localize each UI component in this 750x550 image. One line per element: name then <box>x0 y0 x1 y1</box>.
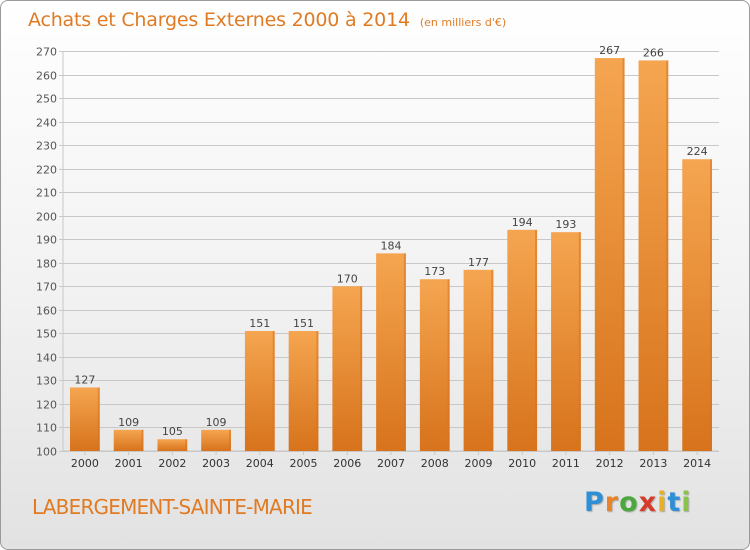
bar-edge <box>272 331 275 451</box>
bar-edge <box>491 269 494 451</box>
x-tick-label: 2010 <box>508 457 536 470</box>
logo-letter: P <box>584 487 605 518</box>
logo-letter: r <box>604 487 620 518</box>
data-label: 173 <box>424 265 445 278</box>
bar-edge <box>316 331 319 451</box>
data-label: 151 <box>249 317 270 330</box>
bar <box>332 286 363 451</box>
bar <box>638 60 669 451</box>
x-tick-label: 2001 <box>115 457 143 470</box>
chart-title: Achats et Charges Externes 2000 à 2014 <box>28 9 410 31</box>
y-tick-label: 190 <box>36 234 57 247</box>
data-label: 105 <box>162 425 183 438</box>
bar-edge <box>360 286 363 451</box>
bar <box>463 269 494 451</box>
bar <box>244 331 275 451</box>
x-tick-label: 2004 <box>246 457 274 470</box>
data-label: 224 <box>687 145 708 158</box>
x-tick-label: 2007 <box>377 457 405 470</box>
x-tick-label: 2011 <box>552 457 580 470</box>
bar <box>376 253 406 451</box>
bar-edge <box>403 253 406 451</box>
y-tick-label: 100 <box>36 446 57 459</box>
data-label: 193 <box>555 218 576 231</box>
x-tick-label: 2013 <box>639 457 667 470</box>
bars <box>69 58 713 451</box>
y-tick-label: 180 <box>36 258 57 271</box>
bar <box>682 159 713 451</box>
data-label: 109 <box>206 416 227 429</box>
bar-edge <box>535 229 538 451</box>
logo-letter: i <box>681 487 692 518</box>
proxiti-logo[interactable]: Proxiti <box>584 487 692 518</box>
data-label: 267 <box>599 44 620 57</box>
bar-edge <box>710 159 713 451</box>
logo-letter: x <box>638 487 658 518</box>
y-tick-label: 230 <box>36 140 57 153</box>
bar <box>201 429 231 451</box>
y-tick-label: 160 <box>36 305 57 318</box>
y-tick-label: 130 <box>36 375 57 388</box>
data-label: 266 <box>643 46 664 59</box>
bar <box>507 229 538 451</box>
x-tick-label: 2008 <box>421 457 449 470</box>
logo-letter: o <box>619 487 639 518</box>
x-tick-label: 2002 <box>158 457 186 470</box>
x-tick-label: 2003 <box>202 457 230 470</box>
y-tick-label: 140 <box>36 352 57 365</box>
x-tick-label: 2006 <box>333 457 361 470</box>
y-tick-label: 220 <box>36 164 57 177</box>
logo-letter: t <box>667 487 682 518</box>
bar-edge <box>666 60 669 451</box>
data-label: 177 <box>468 256 489 269</box>
y-axis: 100 110 120 130 140 150 160 170 180 190 200 210 220 2… <box>36 46 57 459</box>
bar <box>157 439 188 451</box>
x-axis: 2000 2001 2002 2003 2004 2005 2006 2007 2008 2009… <box>71 451 711 470</box>
bar <box>69 387 100 451</box>
chart-subtitle: (en milliers d'€) <box>419 16 507 29</box>
y-tick-label: 270 <box>36 46 57 59</box>
y-tick-label: 120 <box>36 399 57 412</box>
data-label: 151 <box>293 317 314 330</box>
bar-edge <box>622 58 625 451</box>
y-tick-label: 110 <box>36 422 57 435</box>
bar <box>113 429 144 451</box>
x-tick-label: 2012 <box>596 457 624 470</box>
logo-letter: i <box>657 487 668 518</box>
y-tick-label: 260 <box>36 70 57 83</box>
x-tick-label: 2000 <box>71 457 99 470</box>
y-tick-label: 240 <box>36 117 57 130</box>
commune-name: LABERGEMENT-SAINTE-MARIE <box>32 495 313 519</box>
bar-edge <box>141 429 144 451</box>
x-tick-label: 2005 <box>290 457 318 470</box>
y-tick-label: 210 <box>36 187 57 200</box>
title-row: Achats et Charges Externes 2000 à 2014 (e… <box>28 9 506 31</box>
bar-edge <box>578 232 581 451</box>
x-tick-label: 2014 <box>683 457 711 470</box>
bar-edge <box>185 439 188 451</box>
data-labels: 127 109 105 109 151 151 170 184 173 177 194 193 267 2… <box>74 44 707 438</box>
bar-edge <box>447 279 450 451</box>
y-tick-label: 250 <box>36 93 57 106</box>
bar <box>594 58 625 451</box>
y-tick-label: 170 <box>36 281 57 294</box>
data-label: 127 <box>74 373 95 386</box>
data-label: 109 <box>118 416 139 429</box>
bar-edge <box>228 429 231 451</box>
bar <box>419 279 450 451</box>
bar <box>288 331 319 451</box>
data-label: 194 <box>512 216 533 229</box>
bar-edge <box>97 387 100 451</box>
data-label: 170 <box>337 272 358 285</box>
y-tick-label: 150 <box>36 328 57 341</box>
y-tick-label: 200 <box>36 211 57 224</box>
bar <box>551 232 581 451</box>
x-tick-label: 2009 <box>464 457 492 470</box>
data-label: 184 <box>381 239 402 252</box>
